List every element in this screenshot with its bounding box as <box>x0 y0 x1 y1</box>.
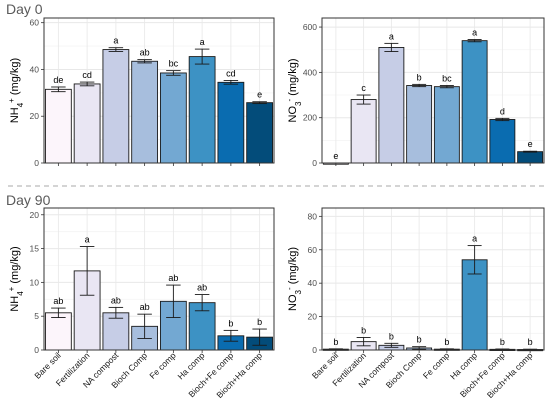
y-axis-title-sup: - <box>285 99 294 102</box>
significance-label: b <box>417 335 422 345</box>
significance-label: a <box>472 28 477 38</box>
significance-label: b <box>361 325 366 335</box>
significance-label: cd <box>226 68 236 78</box>
y-axis-title-sup: - <box>285 287 294 290</box>
significance-label: ab <box>168 273 178 283</box>
x-category-label: Fe comp <box>147 350 178 381</box>
significance-label: b <box>444 337 449 347</box>
significance-label: b <box>389 331 394 341</box>
bar <box>44 312 72 351</box>
y-tick-label: 60 <box>308 245 318 255</box>
y-tick-label: 0 <box>312 158 317 168</box>
y-axis-title-main: NO <box>287 294 299 311</box>
bar <box>406 85 433 164</box>
y-tick-label: 80 <box>308 211 318 221</box>
significance-label: e <box>333 151 338 161</box>
panel-day0-no3: 0 200 400 600 e c a b bc a d e NO3- (mg/kg) <box>285 17 545 168</box>
significance-label: b <box>500 337 505 347</box>
y-axis-title: NH4+ (mg/kg) <box>7 246 25 311</box>
y-axis-title: NH4+ (mg/kg) <box>7 58 25 123</box>
y-axis-title: NO3- (mg/kg) <box>285 59 303 123</box>
y-tick-label: 0 <box>312 345 317 355</box>
y-axis-title-unit: (mg/kg) <box>287 247 299 287</box>
y-tick-label: 200 <box>303 113 317 123</box>
y-axis-title-sub: 3 <box>294 101 303 106</box>
bar <box>378 47 405 164</box>
bar <box>188 56 216 164</box>
y-tick-label: 5 <box>34 311 39 321</box>
bar <box>44 88 72 164</box>
y-tick-label: 0 <box>34 158 39 168</box>
bar <box>73 83 101 164</box>
bar <box>433 86 460 164</box>
y-axis-title-main: NH <box>9 296 21 312</box>
y-axis-title: NO3- (mg/kg) <box>285 247 303 311</box>
y-tick-label: 40 <box>30 64 40 74</box>
bar <box>350 99 377 164</box>
significance-label: a <box>85 235 90 245</box>
significance-label: ab <box>197 283 207 293</box>
significance-label: ab <box>53 296 63 306</box>
significance-label: cd <box>82 70 92 80</box>
significance-label: e <box>257 90 262 100</box>
panel-border <box>321 207 545 351</box>
y-tick-label: 10 <box>30 277 40 287</box>
significance-label: b <box>528 337 533 347</box>
significance-label: d <box>500 106 505 116</box>
significance-label: b <box>333 337 338 347</box>
significance-label: b <box>417 72 422 82</box>
significance-label: bc <box>442 74 452 84</box>
y-tick-label: 600 <box>303 22 317 32</box>
significance-label: ab <box>140 48 150 58</box>
y-axis-title-sub: 4 <box>16 102 25 107</box>
y-axis-title-sup: + <box>7 98 16 103</box>
bar <box>131 60 159 164</box>
y-axis-title-unit: (mg/kg) <box>9 58 21 98</box>
y-tick-label: 0 <box>34 345 39 355</box>
significance-label: b <box>228 318 233 328</box>
bar <box>217 81 245 164</box>
y-tick-label: 400 <box>303 67 317 77</box>
significance-label: b <box>257 317 262 327</box>
y-tick-label: 15 <box>30 244 40 254</box>
y-axis-title-unit: (mg/kg) <box>287 59 299 99</box>
significance-label: a <box>113 36 118 46</box>
significance-label: bc <box>169 59 179 69</box>
significance-label: a <box>200 37 205 47</box>
bar <box>489 119 516 164</box>
significance-label: a <box>389 31 394 41</box>
y-axis-title-main: NH <box>9 107 21 123</box>
significance-label: e <box>528 139 533 149</box>
y-tick-label: 20 <box>30 111 40 121</box>
panel-day0-nh4: 0 20 40 60 de cd a ab bc a cd e NH4+ (mg/kg) <box>7 17 275 168</box>
x-category-label: Fe comp <box>421 350 452 381</box>
y-tick-label: 40 <box>308 278 318 288</box>
y-axis-title-sub: 3 <box>294 289 303 294</box>
y-axis-title-unit: (mg/kg) <box>9 246 21 286</box>
bar <box>159 72 187 164</box>
y-tick-label: 60 <box>30 18 40 28</box>
bar <box>517 151 544 164</box>
bar <box>102 49 130 164</box>
y-tick-label: 20 <box>308 312 318 322</box>
y-axis-title-sup: + <box>7 286 16 291</box>
panel-border <box>321 17 545 164</box>
y-axis-title-sub: 4 <box>16 291 25 296</box>
panel-border <box>43 17 275 164</box>
significance-label: de <box>53 75 63 85</box>
significance-label: ab <box>140 302 150 312</box>
bar <box>246 102 274 164</box>
significance-label: c <box>361 83 366 93</box>
significance-label: a <box>472 234 477 244</box>
bar <box>461 40 488 164</box>
significance-label: ab <box>111 295 121 305</box>
y-tick-label: 20 <box>30 210 40 220</box>
panel-border <box>43 207 275 351</box>
day-0-label: Day 0 <box>6 1 43 17</box>
y-axis-title-main: NO <box>287 106 299 123</box>
day-90-label: Day 90 <box>6 192 51 208</box>
